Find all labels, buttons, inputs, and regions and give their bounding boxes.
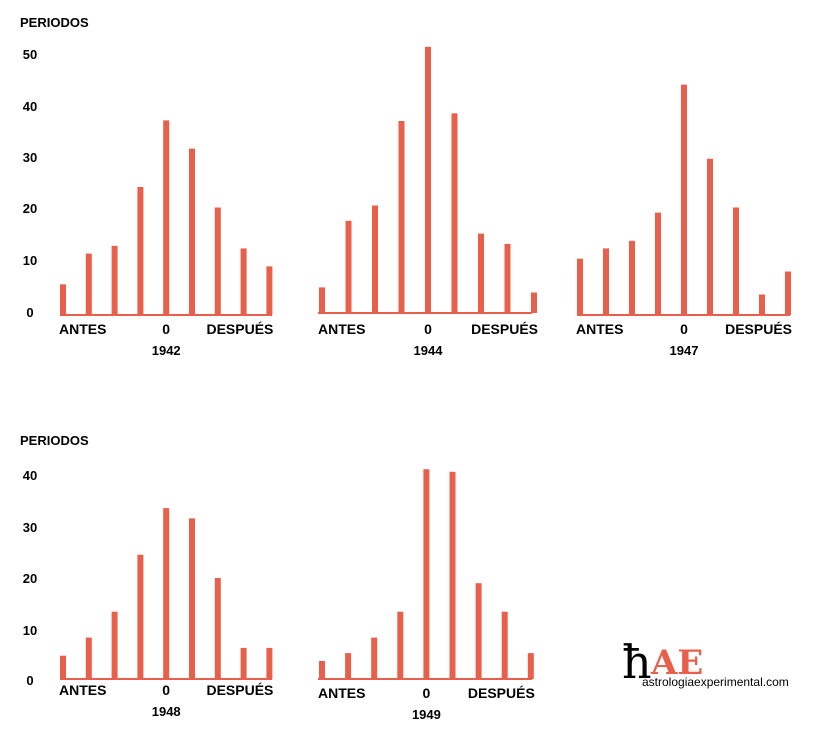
x-label-zero: 0 [423,685,431,701]
saturn-glyph-icon: ħ [622,635,652,689]
logo: ħ AE astrologiaexperimental.com [622,635,789,689]
x-label-antes: ANTES [318,321,365,337]
bar-1 [189,148,195,315]
bar--4 [60,655,66,679]
chart-1944: ANTES 0 DESPUÉS 1944 [318,46,538,358]
x-label-antes: ANTES [318,685,365,701]
bar--4 [319,287,325,313]
bar-1 [451,113,458,313]
x-label-despues: DESPUÉS [206,682,273,698]
bar-3 [501,611,508,679]
bar--2 [111,611,118,679]
bar--3 [85,637,92,679]
bar-4 [266,266,273,315]
bar-1 [189,518,195,679]
bar-2 [733,207,739,315]
bar--1 [137,187,144,315]
bar-1 [707,158,713,315]
bar--3 [85,253,92,315]
bar--2 [371,637,378,679]
chart-1948: ANTES 0 DESPUÉS 1948 0 10 20 30 40 [23,468,274,719]
x-label-despues: DESPUÉS [206,321,273,337]
x-label-zero: 0 [680,321,688,337]
chart-year-label: 1942 [152,343,181,358]
y-tick-label: 10 [23,253,37,268]
chart-year-label: 1948 [152,704,181,719]
bar--3 [345,220,352,313]
y-axis-title-top: PERIODOS [20,15,89,30]
bar-2 [478,233,484,313]
x-label-antes: ANTES [576,321,623,337]
y-tick-label: 20 [23,201,37,216]
y-tick-label: 30 [23,520,37,535]
bar--3 [345,653,352,679]
bar--4 [60,284,66,315]
bar-0 [425,46,431,314]
bar--1 [397,611,404,679]
bar-0 [681,84,687,315]
x-label-antes: ANTES [59,321,106,337]
bar-4 [527,653,534,679]
chart-year-label: 1947 [670,343,699,358]
y-tick-label: 30 [23,150,37,165]
bar-0 [163,508,170,679]
y-tick-label: 0 [26,305,33,320]
bar-2 [214,578,221,679]
x-label-zero: 0 [424,321,432,337]
x-label-despues: DESPUÉS [468,685,535,701]
logo-letters: AE [650,643,703,683]
x-label-zero: 0 [162,682,170,698]
y-tick-label: 40 [23,468,37,483]
bar--3 [603,248,609,315]
bar-3 [240,248,247,315]
x-label-zero: 0 [162,321,170,337]
x-label-despues: DESPUÉS [725,321,792,337]
y-tick-label: 50 [23,47,37,62]
bar-2 [214,207,221,315]
chart-1942: ANTES 0 DESPUÉS 1942 0 10 20 30 40 50 [23,47,274,358]
bar--2 [111,245,118,315]
chart-year-label: 1944 [414,343,444,358]
bar-3 [759,294,765,315]
x-label-despues: DESPUÉS [471,321,538,337]
bar-2 [475,583,482,679]
bar--2 [372,205,378,313]
y-axis-title-bottom: PERIODOS [20,433,89,448]
chart-year-label: 1949 [412,707,441,722]
y-tick-label: 40 [23,99,37,114]
x-label-antes: ANTES [59,682,106,698]
bar--4 [577,258,583,315]
bar-4 [266,647,273,679]
bar-4 [531,292,537,313]
bar-3 [240,647,247,679]
bar--4 [319,660,325,679]
chart-1949: ANTES 0 DESPUÉS 1949 [318,469,535,722]
y-tick-label: 10 [23,623,37,638]
y-tick-label: 0 [26,673,33,688]
bar-0 [423,469,430,679]
bar-0 [163,120,170,316]
bar--2 [629,240,635,315]
bar-3 [504,243,511,313]
bar--1 [137,554,144,679]
bar--1 [655,212,661,315]
logo-url: astrologiaexperimental.com [642,675,789,689]
bar--1 [398,121,405,313]
bar-1 [449,471,456,679]
chart-1947: ANTES 0 DESPUÉS 1947 [576,84,792,358]
bar-4 [785,271,791,315]
y-tick-label: 20 [23,571,37,586]
